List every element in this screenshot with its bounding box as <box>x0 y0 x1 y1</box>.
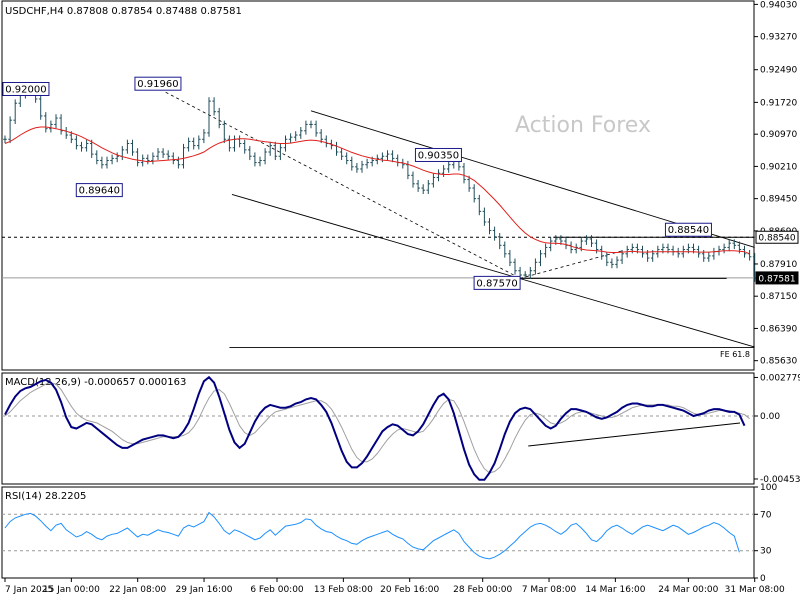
price-y-tick-label: 0.91720 <box>760 98 797 108</box>
x-tick-label: 24 Mar 00:00 <box>658 585 718 595</box>
price-y-tick-label: 0.87150 <box>760 292 797 302</box>
rsi-line <box>4 511 740 560</box>
price-label-box <box>414 147 462 162</box>
price-label-text: 0.91960 <box>137 79 178 90</box>
macd-y-tick-label: -0.004538 <box>760 475 800 485</box>
price-label-box <box>664 222 712 237</box>
x-tick-label: 7 Mar 08:00 <box>522 585 577 595</box>
price-label-text: 0.89640 <box>79 186 120 197</box>
price-panel-header: USDCHF,H4 0.87808 0.87854 0.87488 0.8758… <box>5 6 242 17</box>
macd-y-tick-label: 0.00 <box>760 412 780 422</box>
price-label-text: 0.88540 <box>668 225 709 236</box>
price-tag-box <box>755 230 799 244</box>
rsi-y-tick-label: 0 <box>760 574 766 584</box>
price-label-text: 0.87570 <box>476 278 517 289</box>
price-tag-text: 0.88540 <box>758 234 795 244</box>
price-y-tick-label: 0.90210 <box>760 162 797 172</box>
price-y-tick-label: 0.94030 <box>760 0 797 10</box>
x-tick-label: 15 Jan 00:00 <box>43 585 100 595</box>
price-label-text: 0.90350 <box>418 150 459 161</box>
price-y-tick-label: 0.85630 <box>760 357 797 367</box>
price-y-tick-label: 0.93270 <box>760 33 797 43</box>
rsi-y-tick-label: 100 <box>760 483 777 493</box>
macd-panel-header: MACD(12,26,9) -0.000657 0.000163 <box>5 377 186 388</box>
x-tick-label: 31 Mar 08:00 <box>725 585 785 595</box>
price-label-box <box>2 81 50 96</box>
price-tag-text: 0.87581 <box>758 274 795 284</box>
rsi-panel-frame <box>1 486 755 579</box>
fe-annotation: FE 61.8 <box>720 350 750 359</box>
macd-panel-frame <box>1 372 755 485</box>
macd-series-macd <box>4 375 746 481</box>
price-tag-box <box>755 271 799 285</box>
price-label-box <box>134 76 182 91</box>
price-y-tick-label: 0.86390 <box>760 324 797 334</box>
x-tick-label: 14 Mar 16:00 <box>585 585 645 595</box>
rsi-y-tick-label: 30 <box>760 547 772 557</box>
price-y-tick-label: 0.89450 <box>760 195 797 205</box>
moving-average-line <box>4 126 750 255</box>
price-y-tick-label: 0.90970 <box>760 130 797 140</box>
x-tick-label: 20 Feb 16:00 <box>380 585 439 595</box>
price-label-box <box>75 183 123 198</box>
x-tick-label: 28 Feb 00:00 <box>453 585 512 595</box>
x-tick-label: 7 Jan 2025 <box>5 585 53 595</box>
watermark-text: Action Forex <box>515 113 651 138</box>
x-tick-label: 29 Jan 16:00 <box>176 585 233 595</box>
price-label-text: 0.92000 <box>5 84 46 95</box>
price-y-tick-label: 0.92490 <box>760 66 797 76</box>
price-panel-frame <box>1 0 755 371</box>
x-tick-label: 13 Feb 08:00 <box>314 585 373 595</box>
x-tick-label: 6 Feb 00:00 <box>250 585 304 595</box>
rsi-panel-header: RSI(14) 28.2205 <box>5 491 86 502</box>
x-tick-label: 22 Jan 08:00 <box>109 585 166 595</box>
price-label-box <box>473 275 521 290</box>
macd-y-tick-label: 0.002779 <box>760 373 800 383</box>
macd-trendline <box>528 422 741 447</box>
rsi-y-tick-label: 70 <box>760 510 772 520</box>
trendline-lower-channel <box>231 193 755 348</box>
price-y-tick-label: 0.87910 <box>760 260 797 270</box>
macd-series-signal <box>4 382 750 474</box>
